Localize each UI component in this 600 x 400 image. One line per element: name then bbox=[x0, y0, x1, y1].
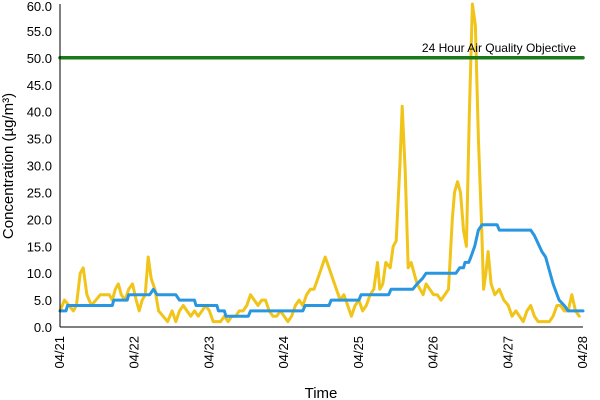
x-tick-label: 04/21 bbox=[52, 336, 67, 369]
x-tick-label: 04/24 bbox=[276, 336, 291, 369]
x-tick-label: 04/22 bbox=[127, 336, 142, 369]
pm-blue-line bbox=[58, 223, 585, 318]
y-tick-label: 55.0 bbox=[27, 24, 52, 39]
objective-annotation: 24 Hour Air Quality Objective bbox=[422, 41, 576, 55]
y-tick-label: 50.0 bbox=[27, 51, 52, 66]
y-tick-label: 40.0 bbox=[27, 105, 52, 120]
y-tick-label: 10.0 bbox=[27, 266, 52, 281]
x-tick-label: 04/28 bbox=[575, 336, 590, 369]
y-tick-label: 60.0 bbox=[27, 0, 52, 14]
y-tick-label: 25.0 bbox=[27, 185, 52, 200]
y-tick-label: 15.0 bbox=[27, 239, 52, 254]
x-tick-labels: 04/21 04/22 04/23 04/24 04/25 04/26 04/27 04/28 bbox=[52, 336, 590, 369]
x-axis-title: Time bbox=[305, 385, 338, 400]
x-tick-label: 04/26 bbox=[426, 336, 441, 369]
y-tick-labels: 0.0 5.0 10.0 15.0 20.0 25.0 30.0 35.0 40.0 45.0 50… bbox=[27, 0, 52, 335]
pm-yellow-line bbox=[58, 2, 581, 324]
y-tick-label: 30.0 bbox=[27, 159, 52, 174]
x-tick-label: 04/25 bbox=[351, 336, 366, 369]
x-tick-label: 04/27 bbox=[500, 336, 515, 369]
y-tick-label: 5.0 bbox=[34, 293, 52, 308]
x-tick-label: 04/23 bbox=[201, 336, 216, 369]
y-axis-title: Concentration (µg/m³) bbox=[0, 93, 17, 239]
series-layer bbox=[58, 2, 585, 324]
y-tick-label: 35.0 bbox=[27, 132, 52, 147]
y-tick-label: 45.0 bbox=[27, 78, 52, 93]
y-tick-label: 0.0 bbox=[34, 320, 52, 335]
y-tick-label: 20.0 bbox=[27, 212, 52, 227]
